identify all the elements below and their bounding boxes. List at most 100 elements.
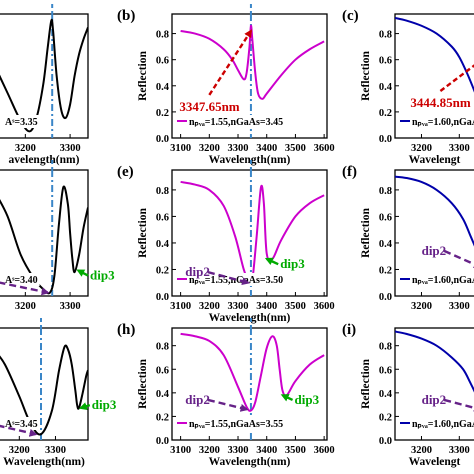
plot-frame: [171, 327, 328, 441]
x-tick-label: 3400: [256, 445, 277, 456]
panel-label: (c): [342, 8, 359, 24]
series-line: [0, 344, 88, 436]
annotation-label: dip2: [185, 264, 210, 279]
annotation-label: dip3: [90, 268, 115, 283]
x-tick-label: 3200: [9, 445, 30, 456]
x-tick-label: 3200: [411, 143, 432, 154]
legend-label: nₚᵥₐ=1.60,nGaAs=3.6: [412, 275, 474, 286]
x-tick-label: 3200: [411, 301, 432, 312]
y-tick-label: 0.0: [379, 292, 392, 303]
panel-label: (e): [117, 164, 134, 180]
legend-label: nₚᵥₐ=1.60,nGaAs=3.6: [412, 419, 474, 430]
y-axis-label: Reflection: [137, 207, 149, 257]
legend-box: [398, 417, 474, 430]
x-tick-label: 3100: [170, 301, 191, 312]
x-tick-label: 3300: [60, 301, 81, 312]
y-tick-label: 0.8: [379, 186, 392, 197]
y-tick-label: 0.0: [156, 134, 169, 145]
y-tick-label: 0.8: [156, 342, 169, 353]
annotation-label: dip3: [92, 397, 117, 412]
y-tick-label: 0.8: [156, 186, 169, 197]
annotation-label: 3347.65nm: [179, 99, 239, 114]
y-tick-label: 0.6: [379, 212, 392, 223]
annotation-arrow: [0, 424, 38, 437]
legend-label: Aˢ=3.40: [5, 275, 38, 286]
y-tick-label: 0.2: [379, 265, 392, 276]
x-axis-label: Wavelength(nm): [209, 154, 291, 166]
legend-box: [175, 417, 286, 430]
panel-c: 3200 3300 0.0 0.2 0.4 0.6 0.8 Wavelengt Reflecti…: [342, 8, 474, 166]
x-tick-label: 3300: [228, 445, 249, 456]
annotation-arrow: [439, 64, 474, 92]
x-tick-label: 3100: [170, 143, 191, 154]
x-tick-label: 3200: [199, 445, 220, 456]
y-tick-label: 0.2: [379, 108, 392, 119]
x-tick-label: 3200: [411, 445, 432, 456]
annotation-arrow: [76, 269, 89, 277]
x-tick-label: 3200: [199, 143, 220, 154]
x-tick-label: 3400: [256, 301, 277, 312]
x-tick-label: 3300: [449, 445, 470, 456]
annotation-label: dip2: [422, 243, 447, 258]
y-tick-label: 0.6: [156, 56, 169, 67]
x-tick-label: 3200: [199, 301, 220, 312]
x-tick-label: 3300: [60, 143, 81, 154]
annotation-arrow: [207, 398, 249, 412]
legend-box: [3, 417, 40, 430]
plot-frame: [394, 13, 474, 139]
x-axis-label: Wavelengt: [409, 154, 461, 166]
x-tick-label: 3600: [314, 301, 335, 312]
series-line: [0, 185, 88, 295]
panel-b: 3100 3200 3300 3400 3500 3600 0.0 0.2 0.4 0.6 0.8 W…: [117, 4, 335, 166]
panel-f: 3200 3300 0.0 0.2 0.4 0.6 0.8 Reflection (f) nₚᵥₐ…: [342, 164, 474, 312]
y-tick-label: 0.0: [156, 292, 169, 303]
legend-label: Aˢ=3.45: [5, 419, 38, 430]
annotation-label: dip3: [280, 256, 305, 271]
y-tick-label: 0.6: [379, 56, 392, 67]
y-tick-label: 0.8: [156, 30, 169, 41]
x-axis-label: avelength(nm): [9, 154, 80, 166]
x-tick-label: 3500: [285, 143, 306, 154]
series-line: [395, 175, 474, 247]
x-tick-label: 3500: [285, 445, 306, 456]
y-tick-label: 0.2: [156, 412, 169, 423]
plot-frame: [0, 13, 89, 139]
y-tick-label: 0.4: [379, 239, 393, 250]
y-tick-label: 0.4: [379, 82, 393, 93]
x-axis-label: Wavelengt: [409, 456, 461, 468]
y-axis-label: Reflection: [360, 207, 372, 257]
y-axis-label: Reflection: [137, 358, 149, 408]
legend-box: [398, 273, 474, 286]
legend-box: [3, 273, 40, 286]
x-tick-label: 3400: [256, 143, 277, 154]
legend-label: nₚᵥₐ=1.55,nGaAs=3.50: [189, 275, 283, 286]
y-tick-label: 0.4: [156, 82, 170, 93]
y-tick-label: 0.4: [156, 389, 170, 400]
annotation-label: dip3: [295, 392, 320, 407]
panel-d: 3200 3300 Aˢ=3.40 dip3: [0, 160, 115, 312]
legend-box: [398, 115, 474, 128]
annotation-arrow: [78, 402, 91, 410]
x-tick-label: 3500: [285, 301, 306, 312]
series-line: [180, 24, 325, 100]
annotation-arrow: [264, 257, 279, 266]
annotation-arrow: [443, 249, 474, 269]
panel-label: (i): [342, 322, 356, 338]
y-tick-label: 0.6: [156, 365, 169, 376]
x-tick-label: 3300: [45, 445, 66, 456]
legend-label: Aˢ=3.35: [5, 117, 38, 128]
panel-i: 3200 3300 0.0 0.2 0.4 0.6 0.8 Wavelengt Reflecti…: [342, 322, 474, 468]
x-axis-label: Wavelength(nm): [209, 456, 291, 468]
x-tick-label: 3600: [314, 143, 335, 154]
plot-frame: [171, 13, 328, 139]
x-tick-label: 3200: [15, 301, 36, 312]
annotation-arrow: [207, 270, 250, 286]
panel-label: (f): [342, 164, 357, 180]
x-tick-label: 3300: [228, 143, 249, 154]
series-line: [180, 180, 325, 286]
x-axis-label: Wavelength(nm): [209, 312, 291, 324]
y-tick-label: 0.8: [379, 30, 392, 41]
y-axis-label: Reflection: [137, 50, 149, 100]
panel-e: 3100 3200 3300 3400 3500 3600 0.0 0.2 0.4 0.6 0.8 W…: [117, 160, 335, 324]
